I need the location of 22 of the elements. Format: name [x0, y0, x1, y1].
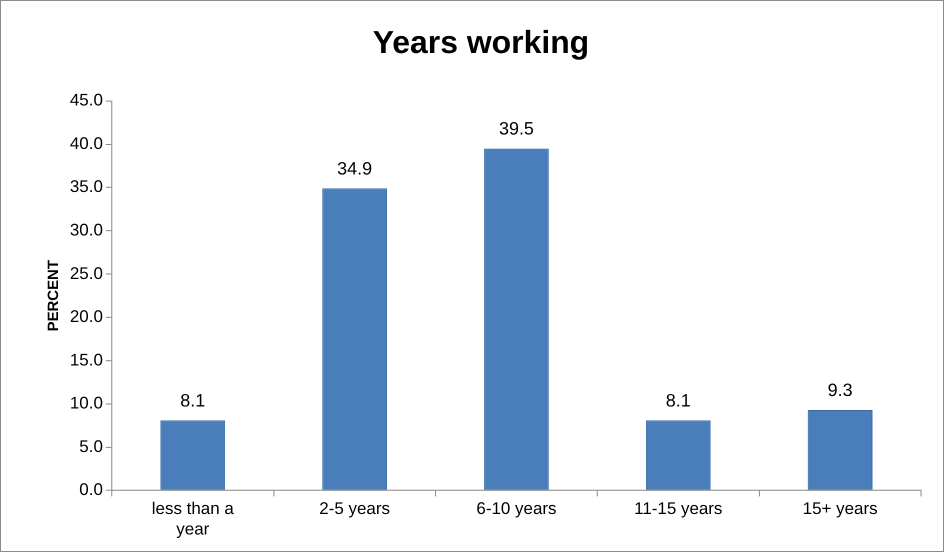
x-tick-label: 6-10 years: [476, 499, 556, 518]
y-axis-title: PERCENT: [45, 260, 62, 332]
x-tick-label: 15+ years: [802, 499, 878, 518]
y-tick-label: 25.0: [70, 264, 103, 283]
x-tick-label: less than a year: [152, 499, 234, 539]
y-tick-label: 20.0: [70, 307, 103, 326]
data-label: 9.3: [828, 380, 853, 400]
y-tick-label: 10.0: [70, 394, 103, 413]
y-tick-label: 40.0: [70, 134, 103, 153]
x-tick-label: 11-15 years: [634, 499, 722, 518]
data-label: 39.5: [498, 118, 534, 139]
y-tick-label: 35.0: [70, 177, 103, 196]
y-tick-label: 30.0: [70, 220, 103, 240]
y-tick-label: 15.0: [70, 350, 103, 370]
y-tick-label: 45.0: [70, 90, 103, 110]
chart-title: Years working: [372, 24, 590, 60]
y-tick-label: 0.0: [79, 480, 103, 500]
y-tick-label: 5.0: [79, 436, 103, 456]
data-label: 34.9: [337, 158, 372, 178]
x-tick-label: 2-5 years: [319, 499, 390, 518]
data-label: 8.1: [666, 390, 691, 410]
data-label: 8.1: [180, 390, 206, 410]
